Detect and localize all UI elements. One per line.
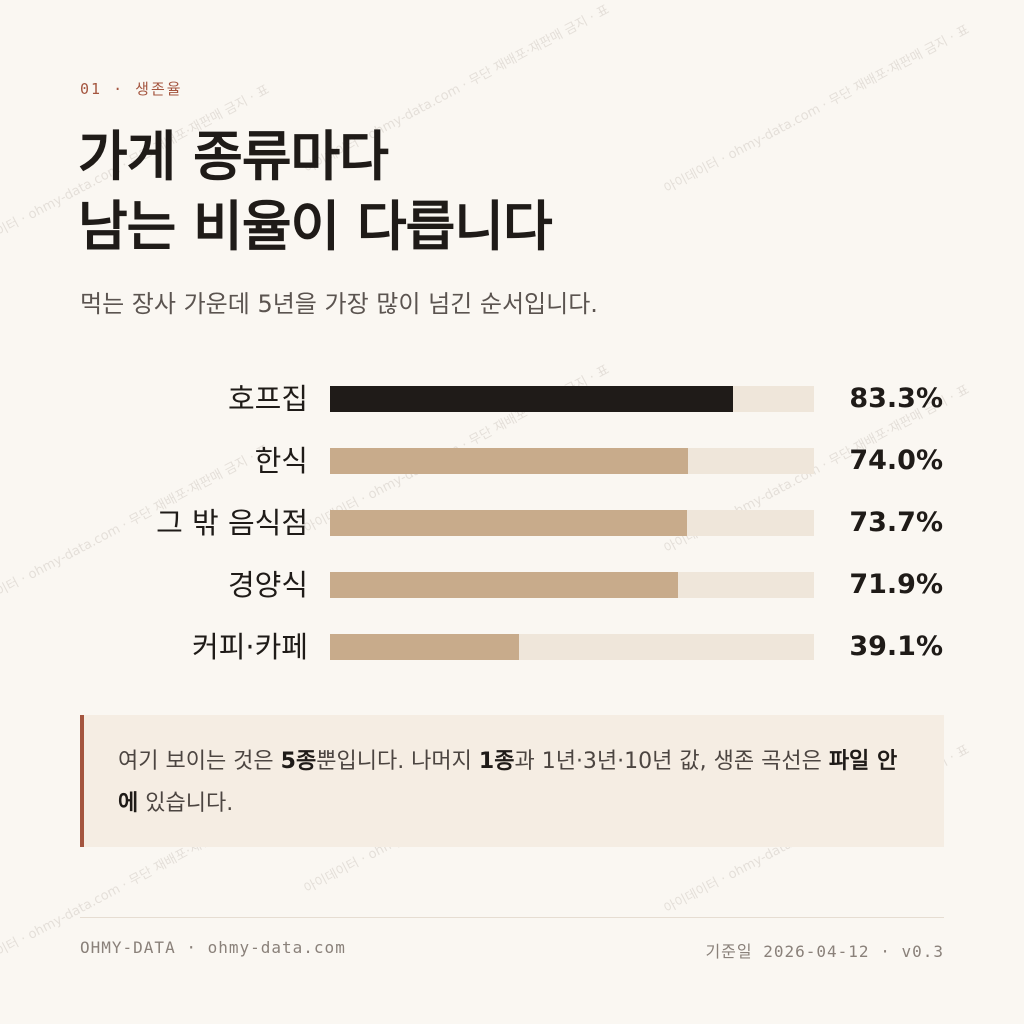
value-label: 73.7% xyxy=(849,507,943,538)
watermark-text: 아이데이터 · ohmy-data.com · 무단 재배포·재판매 금지 · … xyxy=(661,22,972,197)
bar xyxy=(330,572,678,598)
note-text-4: 있습니다. xyxy=(138,791,234,816)
bar-track xyxy=(330,634,814,660)
bar-track xyxy=(330,448,814,474)
footer-brand: OHMY-DATA · ohmy-data.com xyxy=(80,938,346,957)
footer-divider xyxy=(80,917,944,918)
value-label: 83.3% xyxy=(849,383,943,414)
note-box: 여기 보이는 것은 5종뿐입니다. 나머지 1종과 1년·3년·10년 값, 생… xyxy=(80,715,944,847)
survival-bar-chart: 호프집 83.3% 한식 74.0% 그 밖 음식점 73.7% 경양식 71.9% 커피·카페… xyxy=(0,360,1024,680)
page-title: 가게 종류마다 남는 비율이 다릅니다 xyxy=(78,122,553,262)
page-subtitle: 먹는 장사 가운데 5년을 가장 많이 넘긴 순서입니다. xyxy=(80,290,598,318)
note-text-2: 뿐입니다. 나머지 xyxy=(316,749,479,774)
bar xyxy=(330,634,520,660)
bar xyxy=(330,510,687,536)
note-text-3: 과 1년·3년·10년 값, 생존 곡선은 xyxy=(514,749,829,774)
note-bold-1: 5종 xyxy=(280,749,317,774)
note-text-1: 여기 보이는 것은 xyxy=(118,749,281,774)
title-line-1: 가게 종류마다 xyxy=(78,125,389,188)
category-label: 경양식 xyxy=(227,568,308,602)
bar-track xyxy=(330,572,814,598)
value-label: 39.1% xyxy=(849,631,943,662)
note-bold-2: 1종 xyxy=(478,749,515,774)
category-label: 한식 xyxy=(254,444,308,478)
bar xyxy=(330,448,689,474)
footer-date-version: 기준일 2026-04-12 · v0.3 xyxy=(705,942,944,961)
category-label: 호프집 xyxy=(227,382,308,416)
value-label: 71.9% xyxy=(849,569,943,600)
section-kicker: 01 · 생존율 xyxy=(80,80,183,98)
category-label: 그 밖 음식점 xyxy=(156,506,308,540)
bar-track xyxy=(330,386,814,412)
title-line-2: 남는 비율이 다릅니다 xyxy=(78,195,553,258)
bar-track xyxy=(330,510,814,536)
note-bold-3: 파일 안에 xyxy=(118,749,898,816)
category-label: 커피·카페 xyxy=(192,630,308,664)
bar xyxy=(330,386,734,412)
value-label: 74.0% xyxy=(849,445,943,476)
